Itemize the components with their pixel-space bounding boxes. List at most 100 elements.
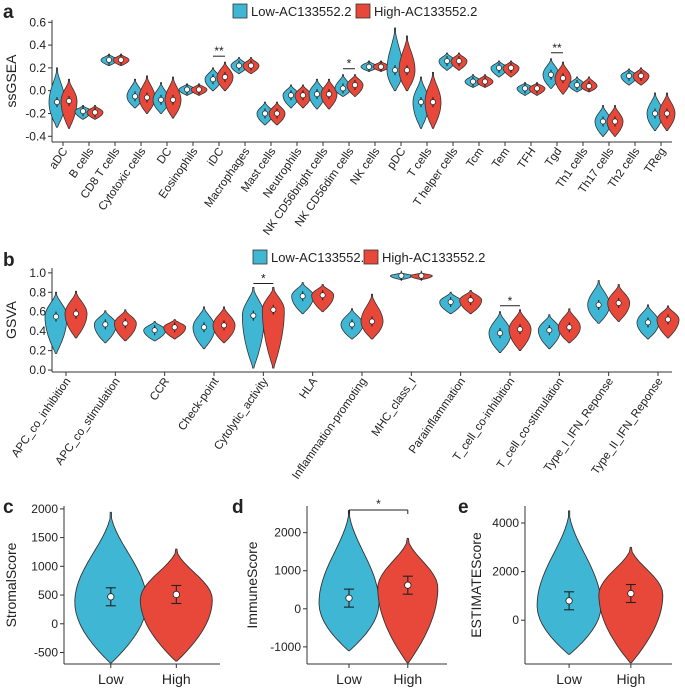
panel-a-median-point-pdc-high (404, 67, 410, 74)
panel-e-y-axis-title: ESTIMATEScore (468, 532, 484, 638)
panel-a-median-point-t-helper-cells-low (444, 58, 450, 64)
panel-c-plot-area: 2000 1500 1000 500 0 -500 StromalScore Low High (3, 502, 220, 687)
panel-b-significance-label-t-cell-co-inhibition: * (508, 294, 513, 308)
panel-a-median-point-idc-high (222, 74, 228, 80)
panel-b-ytick-label: 0.6 (29, 305, 46, 319)
panel-c-ytick-label: 2000 (31, 502, 58, 516)
panel-a-median-point-t-helper-cells-high (456, 58, 462, 64)
panel-a-median-point-cytotoxic-cells-low (132, 93, 138, 100)
panel-c-ytick-label: 0 (51, 617, 58, 631)
panel-c-mean-point-high (172, 590, 180, 599)
panel-e-ytick-label: 4000 (492, 516, 519, 530)
panel-e-ytick-label: 0 (512, 613, 519, 627)
panel-b-median-point-t-cell-co-inhibition-high (517, 326, 523, 333)
panel-a-significance-label-idc: ** (214, 44, 224, 58)
panel-a-median-point-tem-high (508, 64, 514, 71)
panel-b-median-point-apc-co-stimulation-high (122, 320, 129, 327)
legend-a: Low-AC133552.2 High-AC133552.2 (232, 3, 477, 19)
panel-d-xtick-label-high: High (393, 671, 422, 687)
panel-e-ytick-label: 2000 (492, 565, 519, 579)
panel-a-median-point-th2-cells-low (626, 72, 632, 79)
panel-b-ytick-label: 0.8 (29, 285, 46, 299)
panel-e-xtick-label-high: High (616, 671, 645, 687)
panel-b-median-point-cytolytic-activity-low (250, 312, 257, 319)
panel-b-violin-apc-co-inhibition-low (44, 291, 68, 354)
panel-a-median-point-th2-cells-high (638, 72, 644, 79)
panel-a-median-point-pdc-low (392, 67, 398, 74)
panel-b-median-point-apc-co-inhibition-high (73, 310, 79, 317)
panel-a-median-point-mast-cells-low (262, 110, 268, 117)
panel-a-ytick-label: 0.4 (29, 38, 46, 52)
panel-d-mean-point-low (345, 594, 353, 602)
panel-a-median-point-th1-cells-high (586, 83, 592, 90)
panel-a-xtick-label-treg: TReg (642, 146, 668, 176)
panel-a-median-point-dc-low (158, 96, 164, 103)
panel-a-median-point-tem-low (496, 64, 502, 71)
panel-label-a: a (3, 2, 14, 23)
panel-b-median-point-parainflammation-low (447, 299, 454, 305)
legend-b-high-swatch (363, 249, 379, 265)
panel-a-median-point-tcm-high (482, 78, 488, 85)
panel-c-ytick-label: 1500 (31, 531, 58, 545)
panel-b-median-point-inflammation-promoting-high (369, 318, 375, 325)
panel-a-median-point-nk-cells-low (366, 63, 372, 70)
panel-a-median-point-t-cells-low (418, 99, 424, 106)
panel-b-median-point-mhc-class-i-low (398, 272, 405, 279)
panel-d-mean-point-high (404, 581, 412, 589)
panel-e-plot-area: 4000 2000 0 ESTIMATEScore Low High (468, 506, 672, 687)
legend-b-high-label: High-AC133552.2 (382, 250, 485, 265)
panel-b-ytick-label: 0.2 (29, 344, 46, 358)
panel-a-significance-label-tgd: ** (552, 41, 562, 55)
panel-a-median-point-eosinophils-low (184, 86, 190, 93)
panel-a-median-point-b-cells-high (92, 109, 98, 116)
panel-b-median-point-check-point-low (201, 324, 207, 331)
panel-b-median-point-apc-co-inhibition-low (53, 313, 59, 320)
panel-b-median-point-t-cell-co-stimulation-high (566, 324, 573, 331)
panel-a-median-point-idc-low (210, 76, 216, 83)
panel-a-median-point-mast-cells-high (274, 110, 280, 117)
panel-b-median-point-parainflammation-high (467, 297, 474, 304)
panel-a-median-point-nk-cd56dim-cells-low (340, 85, 346, 92)
panel-a-median-point-th17-cells-high (612, 118, 618, 125)
panel-b-ytick-label: 0.0 (29, 363, 46, 377)
panel-b-median-point-cytolytic-activity-high (270, 306, 277, 313)
panel-d-violin-high (377, 537, 439, 664)
panel-a-median-point-tcm-low (470, 78, 476, 85)
panel-b-median-point-apc-co-stimulation-low (102, 321, 109, 328)
panel-label-d: d (232, 497, 244, 518)
panel-d-ytick-label: 2000 (274, 526, 301, 540)
panel-label-e: e (458, 497, 469, 518)
panel-a-median-point-tfh-low (522, 85, 528, 92)
panel-b-xtick-label-mhc-class-i: MHC_class_I (370, 376, 419, 439)
panel-b-median-point-type-i-ifn-reponse-high (615, 300, 622, 306)
panel-c-y-axis-title: StromalScore (3, 542, 19, 627)
panel-c-ytick-label: 1000 (31, 559, 58, 573)
panel-b-median-point-inflammation-promoting-low (349, 321, 355, 328)
panel-a-median-point-cd8-t-cells-low (106, 56, 112, 63)
panel-e-xtick-label-low: Low (556, 671, 583, 687)
panel-a-ytick-label: 0.2 (29, 61, 46, 75)
panel-d-plot-area: 2000 1000 0 -1000 ImmuneScore Low High * (244, 497, 447, 687)
panel-e-violin-high (598, 546, 664, 664)
panel-b-xtick-label-check-point: Check-point (176, 375, 221, 433)
panel-b-y-axis-title: GSVA (3, 300, 19, 339)
panel-e-mean-point-low (565, 597, 573, 605)
panel-a-xtick-label-pdc: pDC (385, 146, 408, 172)
panel-b-violin-cytolytic-activity-low (242, 286, 265, 369)
panel-a-median-point-nk-cd56dim-cells-high (352, 82, 358, 88)
panel-a-median-point-tgd-high (560, 75, 566, 82)
panel-e-violin-low (536, 510, 602, 655)
panel-b-median-point-hla-high (319, 292, 326, 299)
panel-b-plot-area: 1.00.80.60.40.20.0GSVAAPC_co_inhibitionA… (3, 266, 680, 482)
panel-a-median-point-macrophages-low (236, 62, 242, 69)
panel-b-ytick-label: 1.0 (29, 266, 46, 280)
panel-b-median-point-t-cell-co-inhibition-low (497, 330, 503, 337)
panel-label-b: b (3, 250, 15, 271)
panel-a-median-point-eosinophils-high (196, 86, 202, 93)
panel-d-y-axis-title: ImmuneScore (244, 541, 260, 628)
panel-a-ytick-label: -0.4 (25, 129, 46, 143)
panel-a-violin-pdc-low (386, 27, 404, 92)
panel-a-median-point-cd8-t-cells-high (118, 56, 124, 63)
panel-a-median-point-macrophages-high (248, 62, 254, 69)
panel-b-median-point-type-ii-ifn-reponse-high (665, 316, 671, 323)
